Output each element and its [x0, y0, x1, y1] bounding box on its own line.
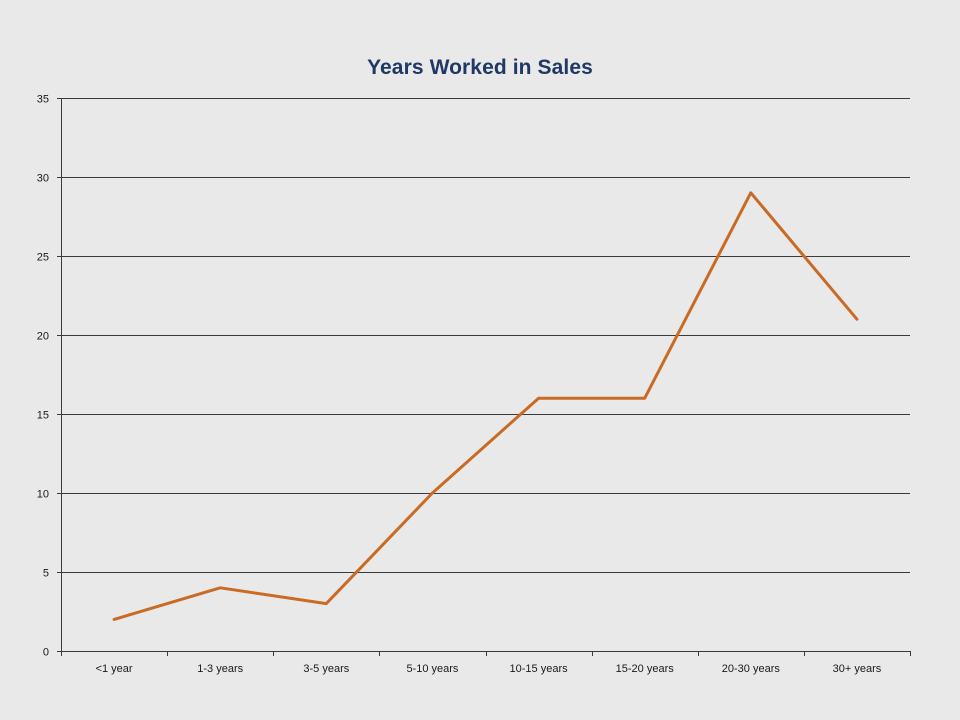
- x-tick-label: 5-10 years: [406, 663, 458, 675]
- axes: [57, 98, 911, 656]
- tick-labels: 0 5 10 15 20 25 30 35 <1 year 1-3 years 3-5 years 5…: [37, 94, 882, 676]
- y-tick-label: 5: [43, 568, 49, 580]
- y-tick-label: 10: [37, 489, 49, 501]
- x-tick-label: 1-3 years: [197, 663, 243, 675]
- x-tick-label: 10-15 years: [510, 663, 569, 675]
- chart-title: Years Worked in Sales: [367, 56, 593, 79]
- x-tick-label: <1 year: [96, 663, 133, 675]
- y-tick-label: 25: [37, 252, 49, 264]
- x-tick-label: 15-20 years: [616, 663, 675, 675]
- x-tick-label: 3-5 years: [303, 663, 349, 675]
- y-tick-label: 0: [43, 647, 49, 659]
- series-line: [112, 191, 859, 621]
- y-tick-label: 20: [37, 331, 49, 343]
- y-tick-label: 15: [37, 410, 49, 422]
- gridlines: [57, 98, 910, 573]
- x-tick-label: 20-30 years: [722, 663, 781, 675]
- series: [112, 191, 859, 621]
- y-tick-label: 30: [37, 173, 49, 185]
- y-tick-label: 35: [37, 94, 49, 106]
- x-tick-label: 30+ years: [833, 663, 882, 675]
